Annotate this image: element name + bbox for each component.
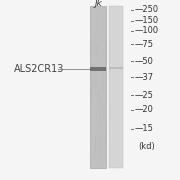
Bar: [91, 6, 106, 168]
Text: —20: —20: [134, 105, 153, 114]
Bar: [109, 67, 123, 69]
Bar: [91, 67, 106, 71]
Text: —100: —100: [134, 26, 158, 35]
Bar: [109, 6, 123, 168]
Text: —37: —37: [134, 73, 153, 82]
Text: —250: —250: [134, 5, 158, 14]
Text: ALS2CR13: ALS2CR13: [14, 64, 65, 74]
Text: (kd): (kd): [139, 142, 155, 151]
Text: Jk: Jk: [94, 0, 102, 8]
Text: —15: —15: [134, 124, 153, 133]
Text: —150: —150: [134, 16, 158, 25]
Text: —25: —25: [134, 91, 153, 100]
Text: —50: —50: [134, 57, 153, 66]
Text: —75: —75: [134, 40, 153, 49]
